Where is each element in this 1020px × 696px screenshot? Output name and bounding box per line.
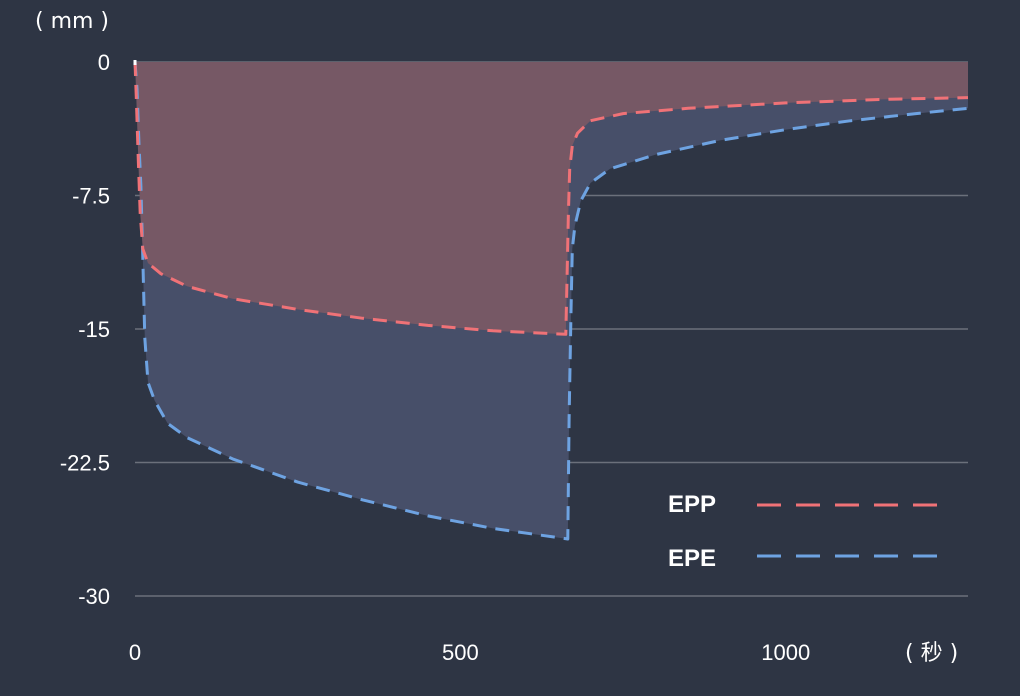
y-tick-label: 0 [98,50,110,75]
area-epp [135,62,968,335]
y-unit-label: ( mm ) [35,9,109,34]
x-tick-label: 1000 [761,640,810,665]
y-tick-label: -30 [78,584,110,609]
y-tick-label: -7.5 [72,184,110,209]
axis-layer: 0 -7.5 -15 -22.5 -30 0 500 1000 [60,50,810,665]
legend: EPP EPE [668,491,940,572]
legend-label-epe: EPE [668,545,716,572]
x-tick-label: 0 [129,640,141,665]
line-layer [133,61,969,541]
line-epp [133,61,969,336]
x-unit-label: ( 秒 ) [905,641,958,666]
legend-label-epp: EPP [668,491,716,518]
y-tick-label: -22.5 [60,451,110,476]
x-tick-label: 500 [442,640,479,665]
y-tick-label: -15 [78,317,110,342]
area-layer [135,62,968,539]
